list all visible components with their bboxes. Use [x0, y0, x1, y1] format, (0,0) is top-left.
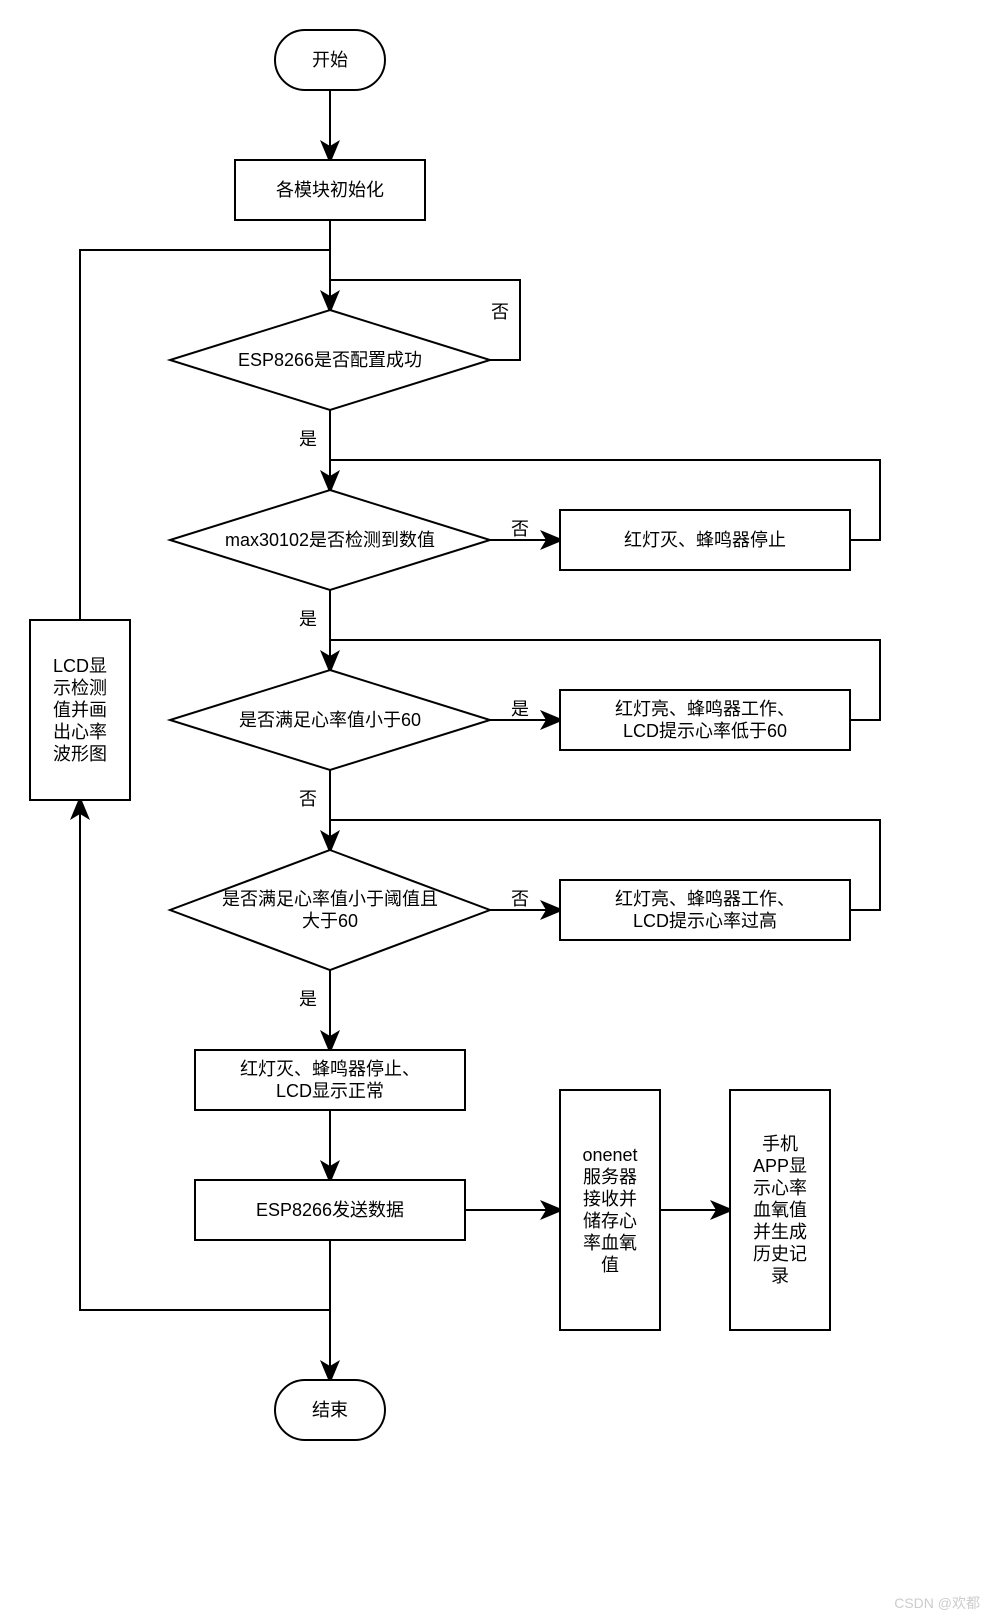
node-text: onenet: [582, 1145, 637, 1165]
edge-label: 是: [299, 609, 317, 629]
node-text: 是否满足心率值小于60: [239, 710, 421, 730]
node-init: 各模块初始化: [235, 160, 425, 220]
edge-label: 是: [511, 699, 529, 719]
node-text: 红灯灭、蜂鸣器停止: [624, 530, 786, 550]
node-d_esp: ESP8266是否配置成功: [170, 310, 490, 410]
node-text: max30102是否检测到数值: [225, 530, 435, 550]
node-text: APP显: [753, 1156, 807, 1176]
node-text: 示检测: [53, 678, 107, 698]
node-text: 开始: [312, 50, 348, 70]
node-lcd: LCD显示检测值并画出心率波形图: [30, 620, 130, 800]
node-r_high: 红灯亮、蜂鸣器工作、LCD提示心率过高: [560, 880, 850, 940]
edge-label: 是: [299, 989, 317, 1009]
node-text: 手机: [762, 1134, 798, 1154]
node-text: 值: [601, 1255, 619, 1275]
node-text: 接收并: [583, 1189, 637, 1209]
node-text: 红灯灭、蜂鸣器停止、: [240, 1059, 420, 1079]
node-text: LCD显示正常: [276, 1081, 384, 1101]
node-text: 出心率: [53, 722, 107, 742]
node-r_off1: 红灯灭、蜂鸣器停止: [560, 510, 850, 570]
node-text: 各模块初始化: [276, 180, 384, 200]
watermark-text: CSDN @欢都: [894, 1595, 980, 1611]
node-start: 开始: [275, 30, 385, 90]
node-text: ESP8266发送数据: [256, 1200, 404, 1220]
node-onenet: onenet服务器接收并储存心率血氧值: [560, 1090, 660, 1330]
node-text: 大于60: [302, 911, 358, 931]
node-text: LCD显: [53, 656, 107, 676]
node-text: LCD提示心率低于60: [623, 721, 787, 741]
node-send: ESP8266发送数据: [195, 1180, 465, 1240]
edge-label: 否: [511, 519, 529, 539]
node-text: 是否满足心率值小于阈值且: [222, 889, 438, 909]
node-text: 波形图: [53, 744, 107, 764]
node-text: 服务器: [583, 1167, 637, 1187]
node-text: 录: [771, 1266, 789, 1286]
node-r_ok: 红灯灭、蜂鸣器停止、LCD显示正常: [195, 1050, 465, 1110]
edge-label: 否: [299, 789, 317, 809]
node-text: 储存心: [583, 1211, 637, 1231]
edge-label: 是: [299, 429, 317, 449]
node-text: 红灯亮、蜂鸣器工作、: [615, 889, 795, 909]
node-text: 历史记: [753, 1244, 807, 1264]
node-d_range: 是否满足心率值小于阈值且大于60: [170, 850, 490, 970]
node-text: ESP8266是否配置成功: [238, 350, 422, 370]
node-text: 示心率: [753, 1178, 807, 1198]
node-end: 结束: [275, 1380, 385, 1440]
node-text: 值并画: [53, 700, 107, 720]
node-text: 结束: [312, 1400, 348, 1420]
flowchart-canvas: 否是否是是否否是 开始各模块初始化ESP8266是否配置成功max30102是否…: [0, 0, 990, 1618]
node-text: LCD提示心率过高: [633, 911, 777, 931]
node-r_low: 红灯亮、蜂鸣器工作、LCD提示心率低于60: [560, 690, 850, 750]
node-text: 并生成: [753, 1222, 807, 1242]
node-d_max: max30102是否检测到数值: [170, 490, 490, 590]
node-text: 率血氧: [583, 1233, 637, 1253]
edge-label: 否: [511, 889, 529, 909]
node-d_lt60: 是否满足心率值小于60: [170, 670, 490, 770]
nodes-layer: 开始各模块初始化ESP8266是否配置成功max30102是否检测到数值红灯灭、…: [30, 30, 850, 1440]
node-text: 血氧值: [753, 1200, 807, 1220]
node-text: 红灯亮、蜂鸣器工作、: [615, 699, 795, 719]
edge-label: 否: [491, 302, 509, 322]
node-app: 手机APP显示心率血氧值并生成历史记录: [730, 1090, 830, 1330]
